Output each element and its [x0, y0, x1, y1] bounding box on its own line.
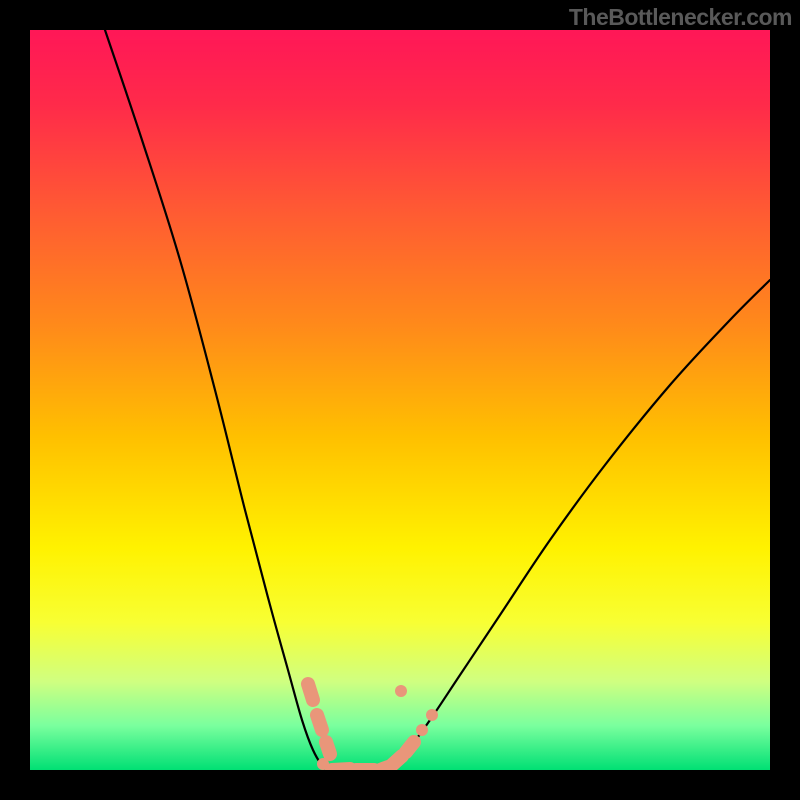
marker-dot — [416, 724, 428, 736]
watermark-text: TheBottlenecker.com — [569, 4, 792, 31]
chart-container: TheBottlenecker.com — [0, 0, 800, 800]
marker-pill — [317, 715, 322, 730]
marker-dot — [426, 709, 438, 721]
marker-pill — [332, 769, 350, 770]
gradient-background — [30, 30, 770, 770]
marker-pill — [308, 684, 313, 700]
plot-area — [30, 30, 770, 770]
marker-pill — [326, 742, 330, 754]
marker-dot — [395, 685, 407, 697]
marker-pill — [406, 742, 414, 752]
chart-svg — [30, 30, 770, 770]
marker-pill — [392, 756, 402, 765]
